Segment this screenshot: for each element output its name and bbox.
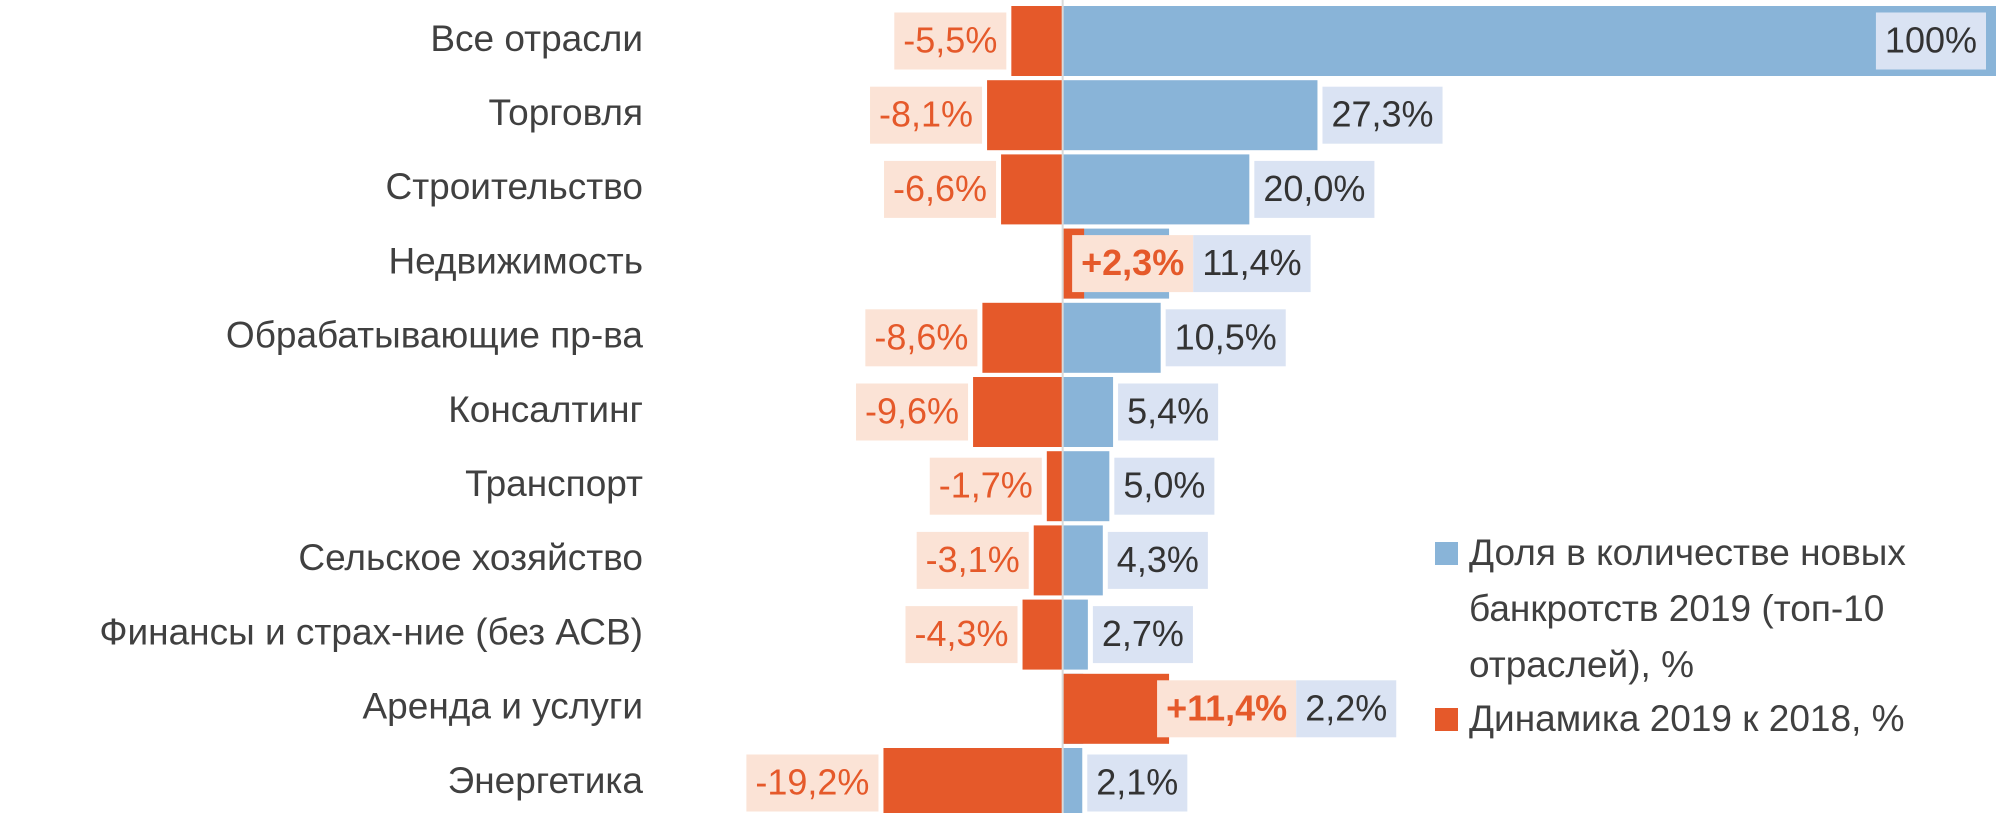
legend-swatch [1435, 708, 1458, 731]
value-label: 4,3% [1117, 539, 1199, 580]
label-bg [1193, 235, 1311, 293]
value-label: -3,1% [926, 539, 1020, 580]
value-label: -5,5% [903, 20, 997, 61]
bar [973, 377, 1063, 447]
value-label: -19,2% [755, 762, 869, 803]
label-bg [1087, 754, 1188, 812]
label-bg [894, 12, 1007, 70]
category-label: Строительство [385, 166, 643, 207]
label-bg [1092, 606, 1193, 664]
label-bg [905, 606, 1018, 664]
value-label: -8,1% [879, 94, 973, 135]
value-label: -4,3% [914, 613, 1008, 654]
category-label: Аренда и услуги [363, 686, 644, 727]
bar [1062, 673, 1170, 744]
value-label: -8,6% [874, 316, 968, 357]
bar [1062, 377, 1114, 447]
label-bg [1107, 531, 1208, 589]
value-label: +2,3% [1081, 242, 1184, 283]
label-bg [1165, 309, 1286, 367]
category-label: Обрабатывающие пр-ва [226, 315, 643, 356]
label-bg [1114, 457, 1215, 515]
category-label: Недвижимость [388, 240, 643, 281]
label-bg [865, 309, 978, 367]
bar [987, 80, 1063, 151]
bar [1062, 451, 1110, 522]
label-bg [1072, 235, 1194, 293]
label-bg [746, 754, 879, 812]
value-label: 2,7% [1102, 613, 1184, 654]
value-label: 11,4% [1202, 242, 1301, 283]
category-label: Энергетика [448, 760, 644, 801]
value-label: 20,0% [1263, 168, 1365, 209]
bar [1062, 599, 1088, 670]
value-label: 2,2% [1305, 687, 1387, 728]
category-label: Сельское хозяйство [298, 537, 643, 578]
category-label: Финансы и страх-ние (без АСВ) [99, 611, 643, 652]
legend-label: Динамика 2019 к 2018, % [1469, 698, 1905, 739]
value-label: -6,6% [893, 168, 987, 209]
bar [1062, 154, 1250, 225]
label-bg [1118, 383, 1219, 441]
bar [1033, 525, 1063, 596]
label-bg [1296, 680, 1397, 738]
bar [1062, 748, 1083, 813]
bar [1011, 6, 1063, 76]
value-label: 27,3% [1331, 94, 1433, 135]
bar [1062, 6, 1996, 76]
label-bg [1875, 12, 1986, 70]
category-label: Все отрасли [430, 18, 643, 59]
bar [1062, 80, 1318, 151]
label-bg [870, 86, 983, 144]
label-bg [929, 457, 1042, 515]
bar [1022, 599, 1063, 670]
value-label: +11,4% [1166, 687, 1287, 728]
label-bg [916, 531, 1029, 589]
label-bg [1322, 86, 1443, 144]
value-label: 5,4% [1127, 391, 1209, 432]
legend-swatch [1435, 542, 1458, 565]
category-label: Торговля [488, 92, 643, 133]
label-bg [1157, 680, 1297, 738]
category-label: Консалтинг [448, 389, 643, 430]
category-label: Транспорт [465, 463, 643, 504]
bar [883, 748, 1063, 813]
label-bg [884, 160, 997, 218]
bar [982, 302, 1063, 373]
label-bg [1254, 160, 1375, 218]
bar [1001, 154, 1063, 225]
legend-label: Доля в количестве новых банкротств 2019 … [1469, 532, 1906, 685]
bar [1046, 451, 1063, 522]
value-label: 5,0% [1123, 465, 1205, 506]
value-label: 100% [1885, 20, 1977, 61]
value-label: -9,6% [865, 391, 959, 432]
label-bg [856, 383, 969, 441]
bar [1062, 302, 1161, 373]
bar [1062, 525, 1103, 596]
value-label: 10,5% [1175, 316, 1277, 357]
value-label: -1,7% [939, 465, 1033, 506]
value-label: 2,1% [1096, 762, 1178, 803]
